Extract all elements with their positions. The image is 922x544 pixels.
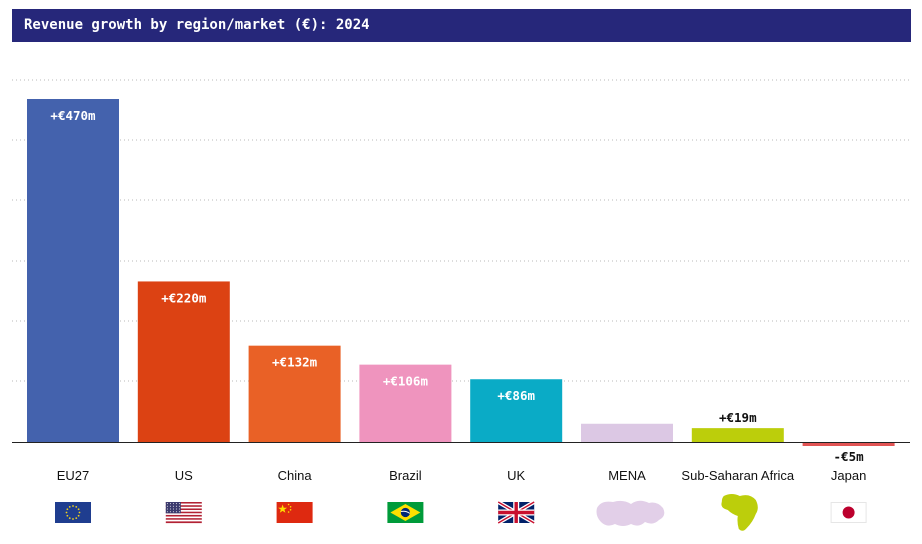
bar bbox=[470, 379, 563, 442]
value-label: +€25m bbox=[608, 406, 646, 421]
category-label: Sub-Saharan Africa bbox=[681, 468, 795, 483]
bar bbox=[359, 364, 452, 442]
chart-title: Revenue growth by region/market (€): 202… bbox=[24, 17, 370, 33]
value-label: -€5m bbox=[834, 449, 865, 464]
category-label: Brazil bbox=[389, 468, 422, 483]
china-flag-icon bbox=[276, 502, 313, 523]
value-label: +€132m bbox=[272, 355, 318, 370]
category-label: MENA bbox=[608, 468, 646, 483]
japan-flag-icon bbox=[830, 502, 867, 523]
category-label: UK bbox=[507, 468, 525, 483]
us-flag-icon bbox=[165, 502, 202, 524]
value-label: +€19m bbox=[719, 410, 757, 425]
value-label: +€220m bbox=[161, 290, 207, 305]
bar bbox=[27, 99, 119, 442]
labels: +€470m EU27 +€220m US +€132m China +€106m Brazi… bbox=[50, 108, 866, 483]
brazil-flag-icon bbox=[387, 502, 424, 523]
eu-flag-icon bbox=[55, 502, 91, 523]
bar bbox=[581, 423, 673, 442]
category-label: EU27 bbox=[57, 468, 90, 483]
africa-map-icon bbox=[721, 494, 758, 531]
category-label: US bbox=[175, 468, 193, 483]
value-label: +€106m bbox=[383, 374, 429, 389]
flag-icons bbox=[55, 494, 867, 531]
bar bbox=[137, 281, 230, 442]
bars bbox=[27, 99, 895, 446]
value-label: +€86m bbox=[497, 388, 535, 403]
uk-flag-icon bbox=[497, 500, 536, 525]
category-label: Japan bbox=[831, 468, 866, 483]
gridlines bbox=[12, 79, 910, 382]
category-label: China bbox=[278, 468, 313, 483]
bar bbox=[691, 428, 784, 442]
value-label: +€470m bbox=[50, 108, 96, 123]
bar bbox=[248, 345, 341, 442]
bar bbox=[802, 443, 895, 446]
mena-map-icon bbox=[596, 500, 665, 526]
title-bar: Revenue growth by region/market (€): 202… bbox=[12, 9, 911, 42]
